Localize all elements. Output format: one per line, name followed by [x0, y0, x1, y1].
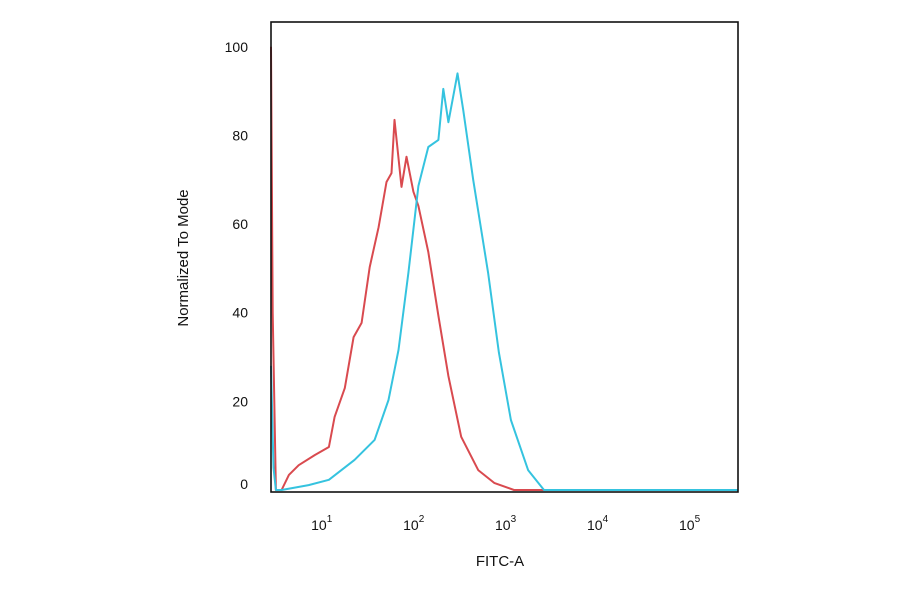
x-tick-label: 103 [495, 514, 517, 533]
tick-base: 10 [587, 517, 603, 533]
x-tick-label: 102 [403, 514, 425, 533]
x-tick-label: 105 [679, 514, 701, 533]
x-tick-label: 104 [587, 514, 609, 533]
y-tick-labels: 0 20 40 60 80 100 [225, 39, 249, 492]
tick-base: 10 [403, 517, 419, 533]
x-axis-label: FITC-A [476, 553, 524, 570]
series-line-2 [270, 72, 738, 491]
tick-exponent: 2 [419, 514, 425, 525]
x-tick-labels: 101 102 103 104 105 [311, 514, 700, 533]
x-tick-label: 101 [311, 514, 333, 533]
y-tick-label: 0 [240, 476, 248, 492]
y-tick-label: 60 [232, 216, 248, 232]
y-tick-label: 80 [232, 128, 248, 144]
y-axis-label: Normalized To Mode [175, 189, 192, 326]
y-tick-label: 100 [225, 39, 249, 55]
tick-exponent: 1 [327, 514, 333, 525]
tick-exponent: 3 [511, 514, 517, 525]
y-tick-label: 40 [232, 305, 248, 321]
tick-exponent: 4 [603, 514, 609, 525]
tick-base: 10 [311, 517, 327, 533]
y-tick-label: 20 [232, 393, 248, 409]
series-line-1 [270, 46, 738, 491]
tick-exponent: 5 [695, 514, 701, 525]
tick-base: 10 [679, 517, 695, 533]
curves [270, 46, 738, 491]
tick-base: 10 [495, 517, 511, 533]
plot-frame [270, 21, 739, 493]
